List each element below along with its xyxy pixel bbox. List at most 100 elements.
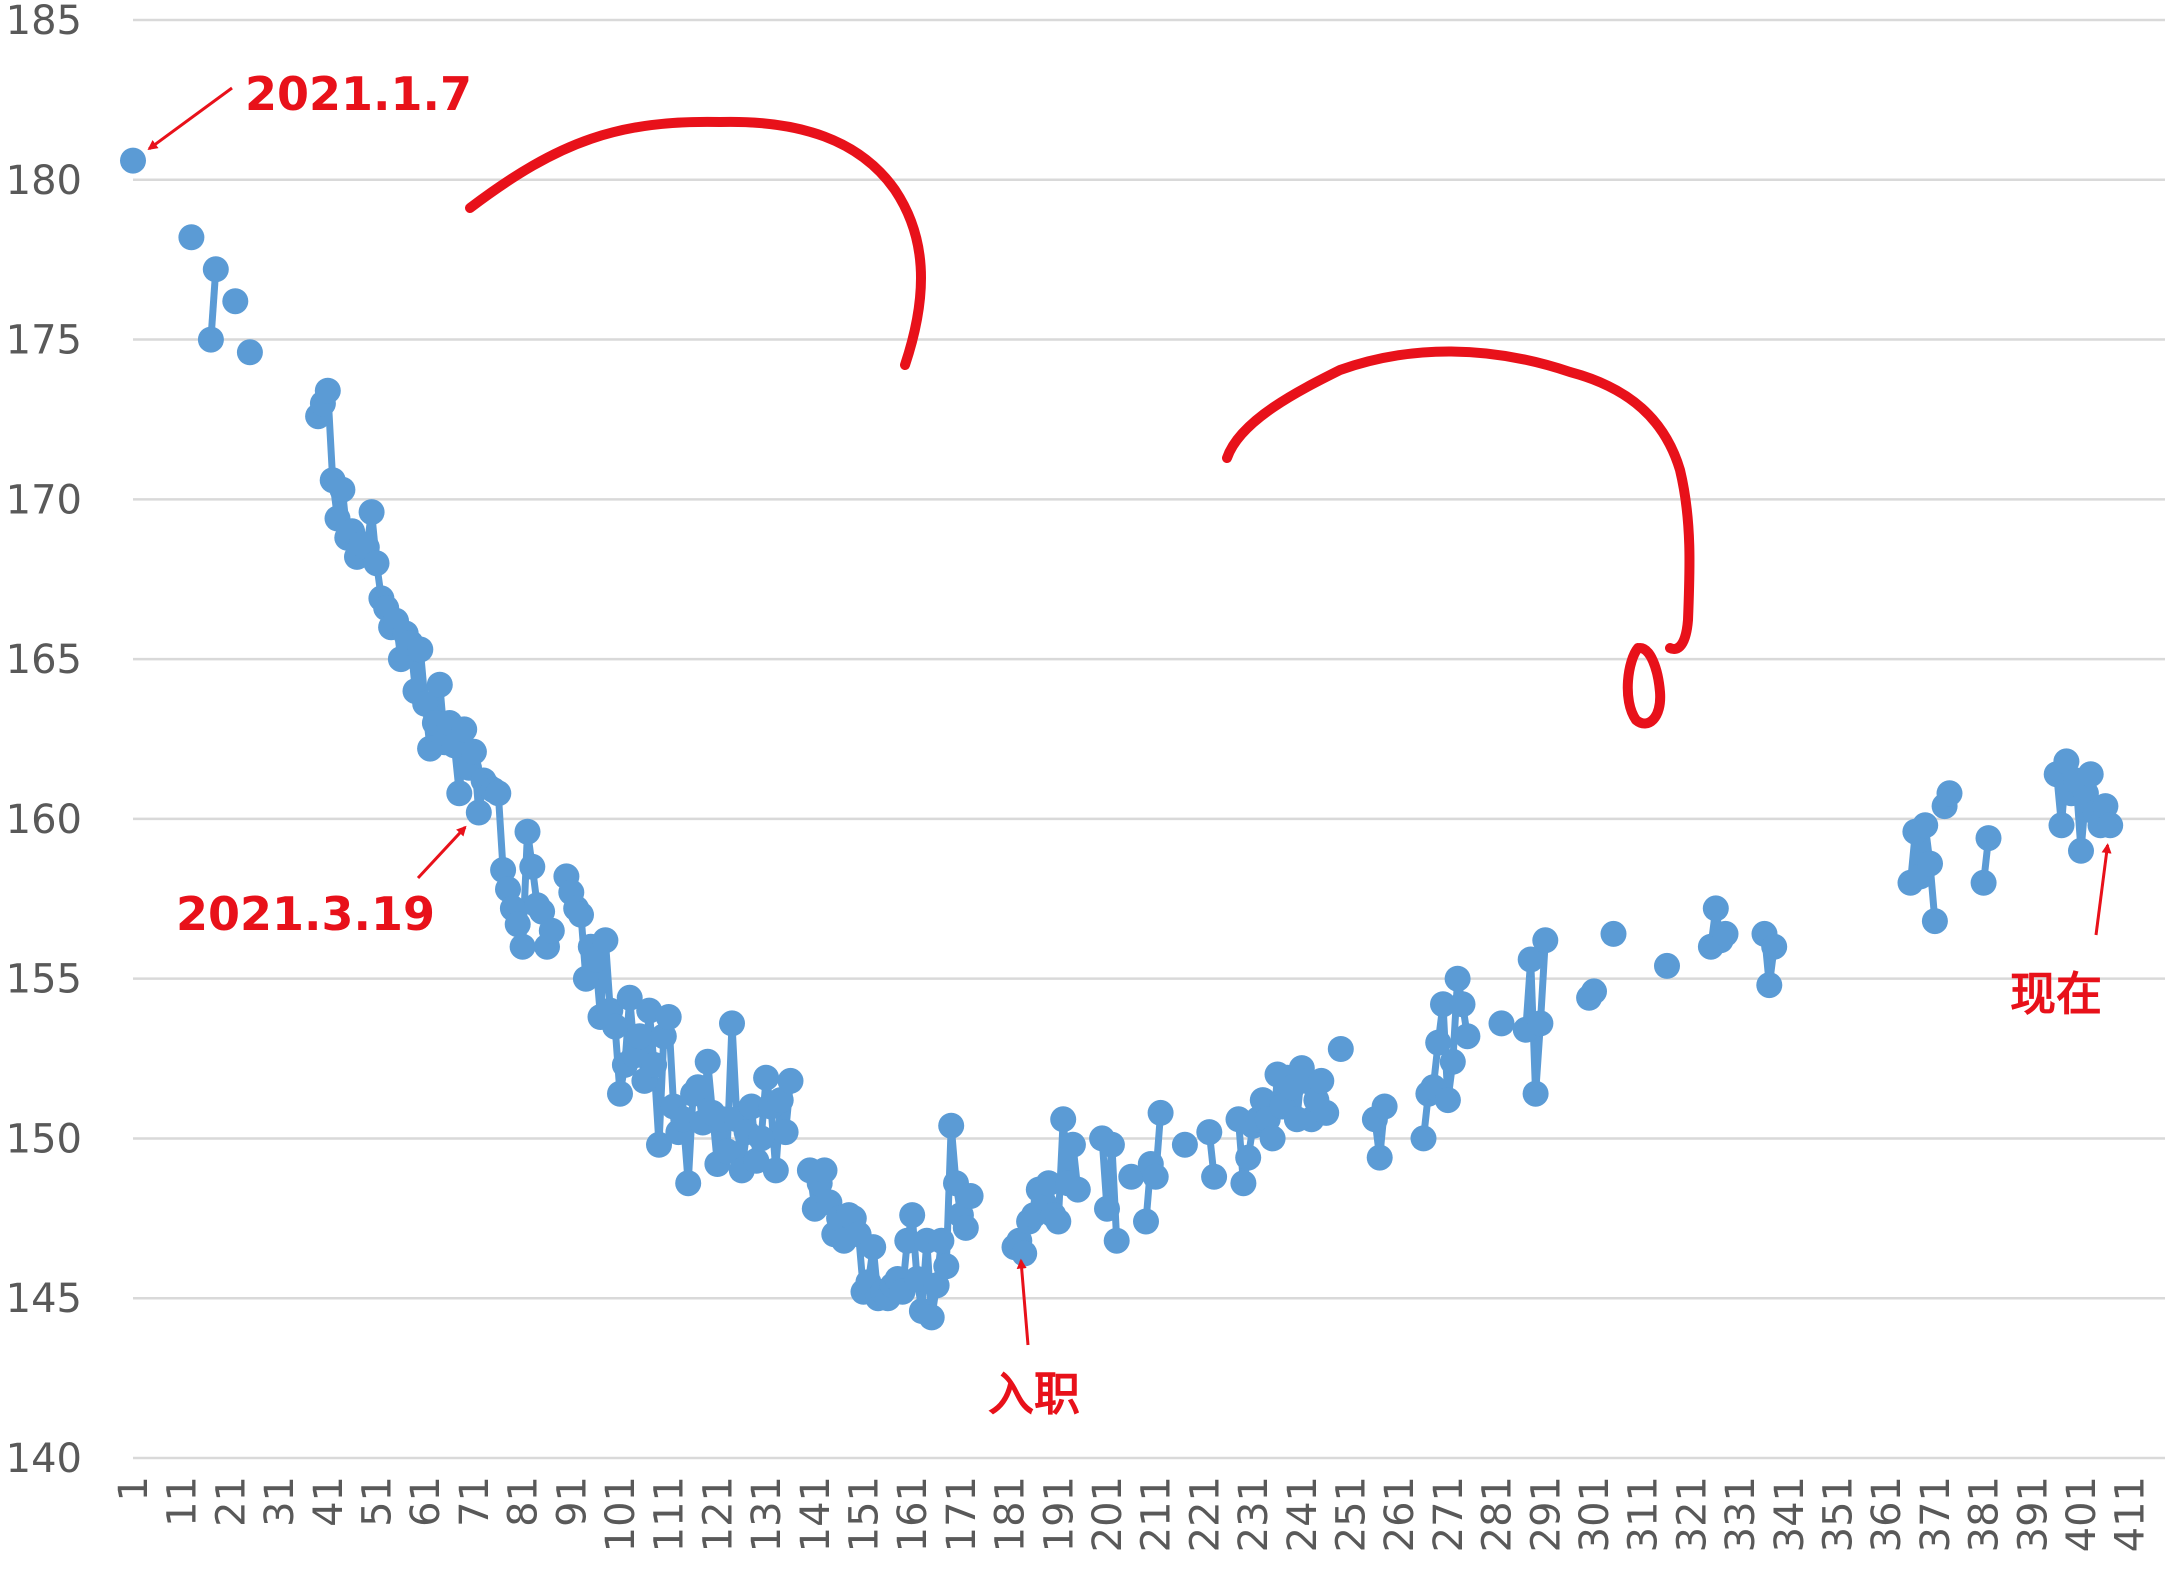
- data-point: [407, 636, 434, 663]
- data-point: [1313, 1099, 1340, 1126]
- annotation-ruzhi: 入职: [988, 1367, 1080, 1421]
- y-tick-label: 175: [6, 318, 82, 364]
- data-point: [1201, 1163, 1228, 1190]
- series-line: [1098, 1138, 1121, 1241]
- annotation-xianzai: 现在: [2010, 967, 2102, 1021]
- data-point: [1702, 895, 1729, 922]
- data-point: [1410, 1125, 1437, 1152]
- data-point: [2048, 812, 2075, 839]
- data-point: [762, 1157, 789, 1184]
- annotation-arrow: [147, 86, 233, 151]
- data-point: [743, 1147, 770, 1174]
- x-tick-label: 181: [988, 1476, 1034, 1552]
- data-point: [2097, 812, 2124, 839]
- x-tick-label: 361: [1864, 1476, 1910, 1552]
- data-point: [1011, 1240, 1038, 1267]
- data-point: [582, 946, 609, 973]
- data-point: [1425, 1029, 1452, 1056]
- y-tick-label: 160: [6, 797, 82, 843]
- x-tick-label: 121: [695, 1476, 741, 1552]
- annotation-arrow: [416, 825, 467, 880]
- data-point: [719, 1010, 745, 1037]
- data-point: [236, 339, 263, 366]
- data-point: [1230, 1170, 1257, 1197]
- data-point: [178, 224, 205, 251]
- data-point: [1259, 1125, 1286, 1152]
- data-point: [1532, 927, 1559, 954]
- data-point: [772, 1119, 799, 1146]
- data-point: [694, 1048, 721, 1075]
- data-point: [894, 1227, 921, 1254]
- data-point: [538, 917, 565, 944]
- data-point: [1327, 1036, 1354, 1062]
- data-point: [1581, 978, 1607, 1005]
- data-point: [1921, 908, 1948, 935]
- x-tick-label: 241: [1280, 1476, 1326, 1552]
- data-point: [504, 911, 531, 938]
- data-point: [767, 1087, 794, 1114]
- data-point: [860, 1234, 887, 1261]
- x-tick-label: 331: [1718, 1476, 1764, 1552]
- data-point: [904, 1266, 931, 1292]
- y-tick-label: 170: [6, 477, 82, 523]
- series-weight: [120, 147, 2124, 1331]
- x-tick-label: 171: [939, 1476, 985, 1552]
- data-point: [1366, 1144, 1393, 1171]
- data-point: [777, 1067, 804, 1094]
- data-point: [1133, 1208, 1159, 1235]
- annotation-2021-1-7: 2021.1.7: [245, 67, 472, 121]
- data-point: [753, 1064, 780, 1091]
- data-point: [1103, 1227, 1130, 1254]
- data-point: [641, 1051, 668, 1078]
- data-point: [568, 901, 594, 928]
- y-tick-label: 145: [6, 1276, 82, 1322]
- data-point: [602, 1013, 629, 1040]
- data-point: [451, 716, 478, 743]
- x-tick-label: 81: [501, 1476, 547, 1527]
- x-axis-ticks: 1 11 21 31 41 51 61 71 81 91 101 111 121 131 141 151 161…: [111, 1476, 2154, 1552]
- x-tick-label: 271: [1426, 1476, 1472, 1552]
- data-point: [938, 1112, 965, 1139]
- data-point: [1035, 1170, 1062, 1197]
- data-point: [1434, 1087, 1461, 1114]
- data-point: [738, 1093, 765, 1120]
- data-point: [899, 1202, 926, 1229]
- x-tick-label: 91: [549, 1476, 595, 1527]
- data-point: [1142, 1163, 1169, 1190]
- data-point: [202, 256, 229, 283]
- data-point: [636, 997, 663, 1024]
- y-tick-label: 140: [6, 1436, 82, 1482]
- x-tick-label: 381: [1962, 1476, 2008, 1552]
- data-point: [222, 288, 249, 315]
- data-point: [1098, 1131, 1125, 1158]
- data-point: [684, 1074, 711, 1101]
- annotation-arrows: [147, 86, 2112, 1346]
- data-point: [1912, 812, 1939, 839]
- data-point: [314, 377, 341, 404]
- data-point: [1936, 780, 1963, 807]
- hand-drawn-arc-1: [465, 116, 927, 370]
- data-point: [1522, 1080, 1549, 1107]
- annotation-2021-3-19: 2021.3.19: [176, 887, 435, 941]
- data-point: [1171, 1131, 1198, 1158]
- x-tick-label: 391: [2010, 1476, 2056, 1552]
- y-tick-label: 180: [6, 158, 82, 204]
- x-tick-label: 211: [1134, 1476, 1180, 1552]
- data-point: [1517, 946, 1544, 973]
- data-point: [918, 1304, 945, 1331]
- data-point: [529, 898, 556, 925]
- data-point: [592, 927, 619, 954]
- data-point: [197, 326, 224, 353]
- hand-drawn-marks: [465, 116, 1695, 729]
- data-point: [714, 1138, 741, 1165]
- x-tick-label: 341: [1767, 1476, 1813, 1552]
- data-point: [646, 1131, 672, 1158]
- data-point: [811, 1157, 838, 1184]
- x-tick-label: 401: [2059, 1476, 2105, 1552]
- y-tick-label: 185: [6, 0, 82, 44]
- data-point: [616, 984, 643, 1011]
- data-point: [1761, 933, 1788, 960]
- data-point: [514, 818, 541, 845]
- data-point: [509, 933, 536, 960]
